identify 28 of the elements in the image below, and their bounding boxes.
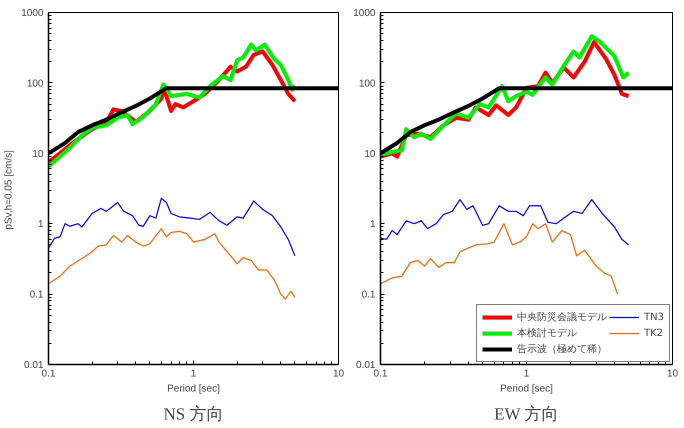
x-axis-title: Period [sec] xyxy=(500,384,554,394)
y-tick-label: 0.1 xyxy=(362,290,376,301)
y-tick-label: 100 xyxy=(26,78,44,90)
y-tick-label: 1 xyxy=(38,219,44,230)
legend-label: 告示波（極めて稀） xyxy=(517,342,607,356)
legend-label: TN3 xyxy=(644,311,664,323)
y-tick-label: 1000 xyxy=(21,8,44,19)
legend-label: 本検討モデル xyxy=(517,326,577,340)
legend-label: 中央防災会議モデル xyxy=(517,310,607,324)
y-tick-label: 0.01 xyxy=(356,360,376,371)
y-tick-label: 10 xyxy=(364,148,376,160)
x-tick-label: 1 xyxy=(524,368,530,380)
y-tick-label: 10 xyxy=(32,148,44,160)
text: EW 方向 xyxy=(494,404,559,424)
x-tick-label: 0.1 xyxy=(42,368,56,380)
y-tick-label: 1000 xyxy=(353,8,376,19)
y-tick-label: 0.1 xyxy=(30,290,44,301)
y-tick-label: 0.01 xyxy=(24,360,44,371)
legend-label: TK2 xyxy=(644,327,664,339)
y-tick-label: 1 xyxy=(370,219,376,230)
x-tick-label: 1 xyxy=(190,368,197,380)
x-axis-title: Period [sec] xyxy=(167,384,220,394)
y-tick-label: 100 xyxy=(358,78,376,90)
text: NS 方向 xyxy=(164,404,224,424)
x-tick-label: 10 xyxy=(666,368,678,380)
x-tick-label: 10 xyxy=(332,368,344,380)
y-axis-title: pSv,h=0.05 [cm/s] xyxy=(3,150,14,230)
x-tick-label: 0.1 xyxy=(374,368,388,380)
